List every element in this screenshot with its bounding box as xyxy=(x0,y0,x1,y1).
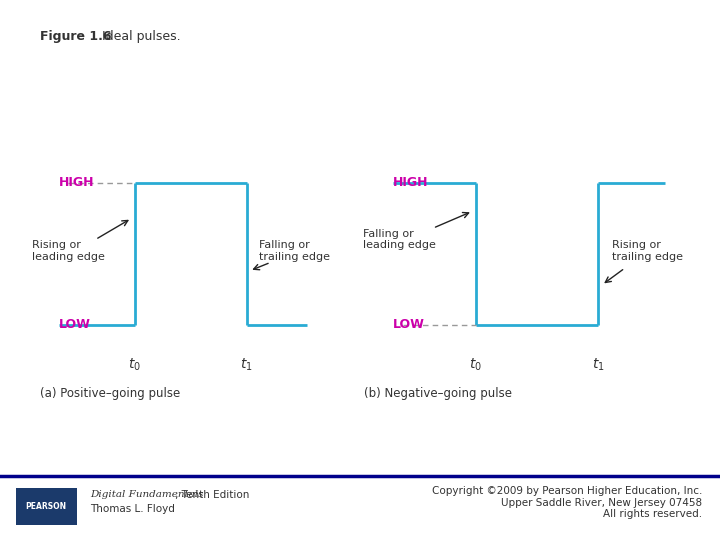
Text: HIGH: HIGH xyxy=(393,176,428,189)
Text: Falling or
leading edge: Falling or leading edge xyxy=(364,229,436,251)
Text: Rising or
trailing edge: Rising or trailing edge xyxy=(612,240,683,262)
Text: Ideal pulses.: Ideal pulses. xyxy=(94,30,180,43)
Text: Falling or
trailing edge: Falling or trailing edge xyxy=(258,240,330,262)
Text: (b) Negative–going pulse: (b) Negative–going pulse xyxy=(364,387,512,400)
Text: Figure 1.6: Figure 1.6 xyxy=(40,30,111,43)
Text: Rising or
leading edge: Rising or leading edge xyxy=(32,240,104,262)
Text: LOW: LOW xyxy=(59,319,91,332)
Text: Copyright ©2009 by Pearson Higher Education, Inc.
Upper Saddle River, New Jersey: Copyright ©2009 by Pearson Higher Educat… xyxy=(431,486,702,519)
Text: Thomas L. Floyd: Thomas L. Floyd xyxy=(90,504,175,514)
Text: $t_0$: $t_0$ xyxy=(128,356,141,373)
Text: $t_1$: $t_1$ xyxy=(240,356,253,373)
Text: $t_0$: $t_0$ xyxy=(469,356,482,373)
Text: $t_1$: $t_1$ xyxy=(592,356,605,373)
Text: , Tenth Edition: , Tenth Edition xyxy=(175,490,249,501)
Text: PEARSON: PEARSON xyxy=(25,502,67,511)
Text: LOW: LOW xyxy=(393,319,425,332)
Text: HIGH: HIGH xyxy=(59,176,94,189)
Text: (a) Positive–going pulse: (a) Positive–going pulse xyxy=(40,387,180,400)
Text: Digital Fundamentals: Digital Fundamentals xyxy=(90,490,204,500)
